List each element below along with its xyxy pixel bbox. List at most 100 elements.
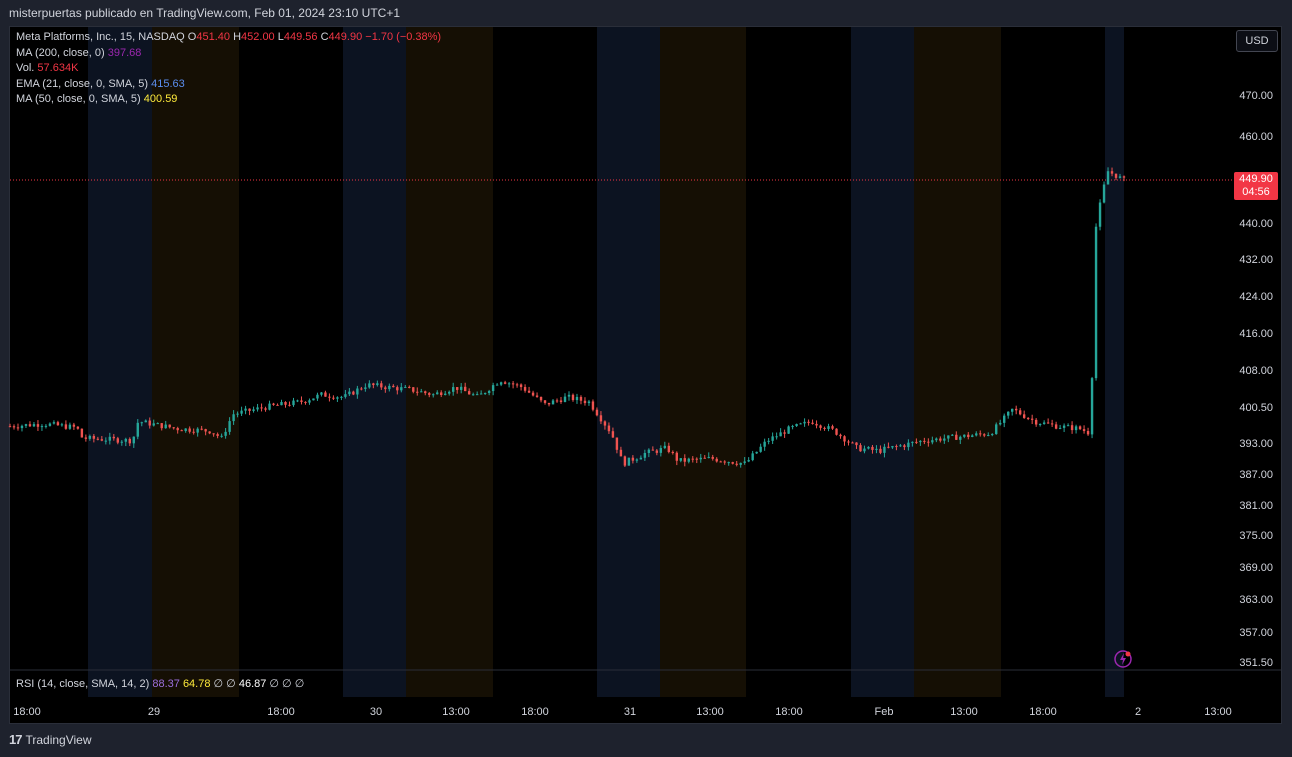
change-value: −1.70 (−0.38%) [365, 31, 442, 43]
candle-body [248, 408, 251, 411]
candle-body [340, 396, 343, 398]
time-tick-label: 30 [370, 706, 382, 718]
candle-body [603, 421, 607, 426]
candle-body [168, 424, 171, 428]
time-tick-label: 18:00 [775, 706, 803, 718]
time-tick-label: 13:00 [1204, 706, 1232, 718]
candle-body [583, 400, 587, 404]
candle-body [388, 385, 391, 390]
candle-body [176, 428, 179, 431]
candle-body [727, 462, 730, 464]
candle-body [64, 424, 68, 429]
candle-body [1086, 431, 1090, 435]
candle-body [260, 407, 263, 409]
candle-body [611, 431, 615, 438]
legend-ma200-row: MA (200, close, 0) 397.68 [16, 46, 142, 59]
candle-body [32, 424, 36, 427]
candle-body [1098, 202, 1102, 227]
brand-name: TradingView [25, 732, 92, 747]
close-value: 449.90 [328, 31, 363, 43]
lightning-icon[interactable] [1113, 649, 1133, 669]
candle-body [491, 385, 495, 392]
candle-body [951, 434, 954, 436]
candle-body [212, 433, 215, 435]
candle-body [452, 387, 455, 392]
candle-body [979, 433, 982, 435]
session-band-2 [343, 27, 406, 697]
candle-body [240, 410, 243, 414]
candle-body [703, 457, 706, 459]
candle-body [412, 387, 415, 392]
currency-button[interactable]: USD [1236, 30, 1278, 52]
candle-body [360, 388, 363, 390]
candle-body [659, 448, 663, 453]
candle-body [188, 428, 191, 432]
time-tick-label: 18:00 [521, 706, 549, 718]
candle-body [919, 440, 922, 443]
time-tick-label: 18:00 [1029, 706, 1057, 718]
candle-body [683, 458, 686, 462]
candle-body [56, 422, 60, 426]
candle-body [775, 436, 778, 438]
candle-body [455, 387, 459, 390]
open-value: 451.40 [196, 31, 231, 43]
candle-body [1094, 226, 1098, 379]
candle-body [396, 387, 399, 391]
ema21-value: 415.63 [151, 77, 185, 90]
candle-body [320, 392, 323, 395]
price-tick-label: 375.00 [1239, 530, 1273, 542]
time-tick-label: 18:00 [267, 706, 295, 718]
candle-body [819, 425, 822, 428]
candle-body [855, 442, 858, 446]
candle-body [68, 424, 72, 429]
candle-body [1018, 410, 1022, 415]
publish-line: misterpuertas publicado en TradingView.c… [9, 6, 401, 20]
price-tick-label: 408.00 [1239, 365, 1273, 377]
candle-body [316, 394, 319, 399]
candle-body [1078, 426, 1082, 430]
candle-body [232, 414, 235, 422]
candle-body [943, 438, 946, 441]
candle-body [440, 392, 443, 396]
candle-body [471, 394, 475, 396]
candle-body [352, 391, 355, 395]
candle-body [288, 404, 291, 406]
candle-body [715, 458, 718, 462]
candle-body [811, 422, 814, 424]
legend-volume-row: Vol. 57.634K [16, 62, 79, 74]
candle-body [216, 434, 219, 436]
candle-body [875, 448, 878, 450]
candle-body [499, 382, 503, 385]
candle-body [519, 384, 523, 388]
candle-body [747, 460, 750, 462]
candle-body [783, 432, 786, 434]
candle-body [487, 391, 491, 394]
time-tick-label: 13:00 [442, 706, 470, 718]
candle-body [707, 456, 710, 458]
candle-body [899, 445, 902, 447]
candle-body [567, 394, 571, 397]
candle-body [108, 436, 112, 441]
candle-body [324, 392, 327, 397]
ma50-value: 400.59 [143, 93, 178, 105]
low-value: 449.56 [283, 31, 318, 43]
candle-body [759, 446, 762, 452]
candle-body [1026, 417, 1030, 419]
candle-body [292, 400, 295, 406]
candle-body [1054, 424, 1058, 429]
session-band-4 [597, 27, 660, 697]
candle-body [999, 422, 1002, 425]
candle-body [647, 449, 651, 453]
candle-body [348, 391, 351, 395]
price-tick-label: 424.00 [1239, 291, 1273, 303]
session-band-6 [851, 27, 914, 697]
candle-body [416, 391, 419, 393]
legend-ma50-row: MA (50, close, 0, SMA, 5) 400.59 [16, 93, 178, 105]
candle-body [843, 436, 846, 442]
candle-body [1003, 415, 1006, 423]
candle-body [1114, 173, 1118, 178]
candle-body [380, 383, 383, 388]
candle-body [160, 423, 163, 429]
time-tick-label: 29 [148, 706, 160, 718]
